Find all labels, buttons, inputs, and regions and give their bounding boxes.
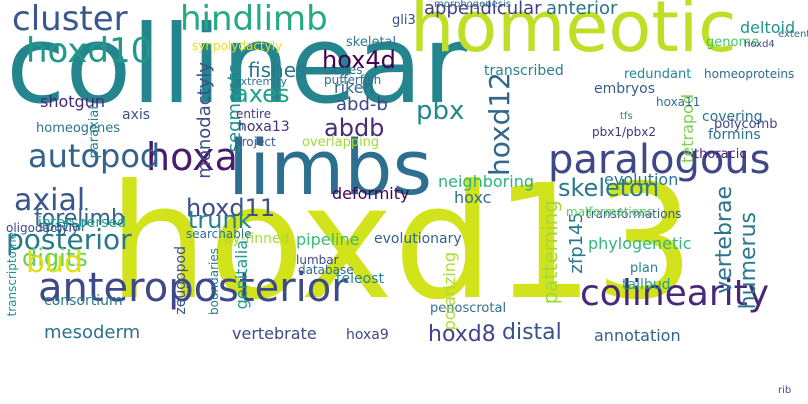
cloud-word: autopod (28, 137, 161, 175)
cloud-word: colinearity (580, 273, 770, 314)
cloud-word: deltoid (740, 18, 796, 37)
cloud-word: appendicular (424, 0, 542, 19)
cloud-word: searchable (186, 227, 252, 241)
cloud-word: teleost (336, 271, 384, 287)
cloud-word: distal (502, 320, 562, 345)
cloud-word: hoxd13 (108, 151, 695, 335)
cloud-word: vertebrate (232, 324, 317, 343)
cloud-word: posterior (6, 223, 132, 256)
cloud-word: zeugopod (173, 246, 189, 315)
cloud-word: shotgun (40, 92, 105, 111)
cloud-word: vertebrae (712, 186, 737, 294)
cloud-word: redundant (624, 67, 692, 82)
cloud-word: embryos (594, 81, 656, 97)
cloud-word: collinear (6, 3, 467, 128)
cloud-word: transcriptome (5, 232, 19, 317)
cloud-word: hoxd4 (744, 39, 775, 50)
cloud-word: hoxa (146, 135, 238, 179)
cloud-word: thoracic (694, 147, 747, 162)
cloud-word: homeotic (410, 0, 737, 68)
cloud-word: anterior (546, 0, 618, 19)
cloud-word: evolution (604, 170, 679, 189)
cloud-word: pbx (416, 96, 465, 126)
cloud-word: tailbud (622, 277, 671, 293)
cloud-word: hoxd10 (26, 31, 153, 71)
cloud-word: abdb (324, 114, 385, 142)
cloud-word: hoxa13 (238, 119, 290, 135)
cloud-word: extremity (234, 75, 288, 88)
cloud-word: synpolydactyly (192, 39, 283, 53)
cloud-word: homeoproteins (704, 67, 795, 81)
cloud-word: genitalia (232, 240, 251, 310)
cloud-word: hoxd11 (186, 194, 276, 222)
cloud-word: hoxa9 (346, 327, 389, 343)
cloud-word: transcribed (484, 63, 564, 79)
cloud-word: skeletal (346, 35, 397, 50)
cloud-word: abd-b (336, 94, 388, 115)
cloud-word: phylogenetic (588, 234, 692, 253)
cloud-word: lumbar (296, 253, 339, 267)
cloud-word: overlapping (302, 135, 380, 150)
cloud-word: digits (22, 244, 88, 272)
cloud-word: axial (14, 183, 86, 218)
cloud-word: oligodactyly (6, 221, 79, 235)
cloud-word: riken (334, 78, 374, 97)
cloud-word: transformations (586, 207, 682, 221)
cloud-word: anteroposterior (38, 265, 348, 311)
cloud-word: boundaries (207, 248, 221, 316)
cloud-word: cluster (12, 0, 128, 39)
cloud-word: database (298, 263, 354, 277)
cloud-word: extent (778, 29, 808, 40)
cloud-word: mesoderm (44, 322, 141, 343)
cloud-word: formins (708, 127, 761, 143)
cloud-word: malformations (566, 205, 653, 219)
cloud-word: ray-finned (218, 231, 290, 247)
cloud-word: interspersed (38, 215, 126, 231)
cloud-word: entire (236, 107, 272, 121)
cloud-word: tfs (620, 111, 633, 122)
cloud-word: fishes (248, 58, 307, 82)
cloud-word: project (234, 135, 276, 149)
cloud-word: gli3 (392, 13, 416, 28)
cloud-word: monodactyly (194, 62, 215, 179)
cloud-word: consortium (44, 293, 123, 309)
cloud-word: rib (778, 385, 792, 396)
cloud-word: patterning (538, 200, 562, 305)
cloud-word: hox4d (322, 46, 396, 74)
cloud-word: hoxd8 (428, 322, 496, 347)
cloud-word: polarizing (440, 252, 459, 331)
cloud-word: humerus (736, 212, 761, 310)
cloud-word: skeleton (558, 174, 660, 202)
cloud-word: zfp145 (566, 212, 587, 274)
cloud-word: polycomb (714, 117, 778, 132)
cloud-word: bud (26, 245, 84, 280)
cloud-word: spatial (38, 219, 85, 235)
cloud-word: hoxc (454, 188, 492, 207)
cloud-word: axes (234, 80, 290, 108)
cloud-word: pipeline (296, 230, 360, 249)
cloud-word: annotation (594, 326, 681, 345)
cloud-word: pbx1/pbx2 (592, 125, 656, 139)
cloud-word: hoxd12 (483, 72, 516, 176)
cloud-word: clones (324, 63, 363, 77)
cloud-word: hoxa11 (656, 95, 701, 109)
cloud-word: deformity (332, 184, 410, 203)
cloud-word: plan (630, 261, 659, 276)
cloud-word: evolutionary (374, 231, 462, 247)
cloud-word: forelimb (34, 206, 125, 231)
cloud-word: limbs (228, 123, 433, 212)
cloud-word: trunk (188, 206, 252, 234)
cloud-word: genome (706, 35, 760, 50)
cloud-word: covering (702, 109, 763, 125)
cloud-word: homeogenes (36, 121, 121, 136)
cloud-word: morphogenesis (434, 0, 511, 10)
cloud-word: pufferfish (324, 73, 382, 87)
cloud-word: axis (122, 107, 151, 123)
cloud-word: paralogous (548, 137, 771, 183)
cloud-word: penoscrotal (430, 301, 507, 316)
cloud-word: hindlimb (180, 0, 328, 39)
cloud-word: neighboring (438, 172, 534, 191)
